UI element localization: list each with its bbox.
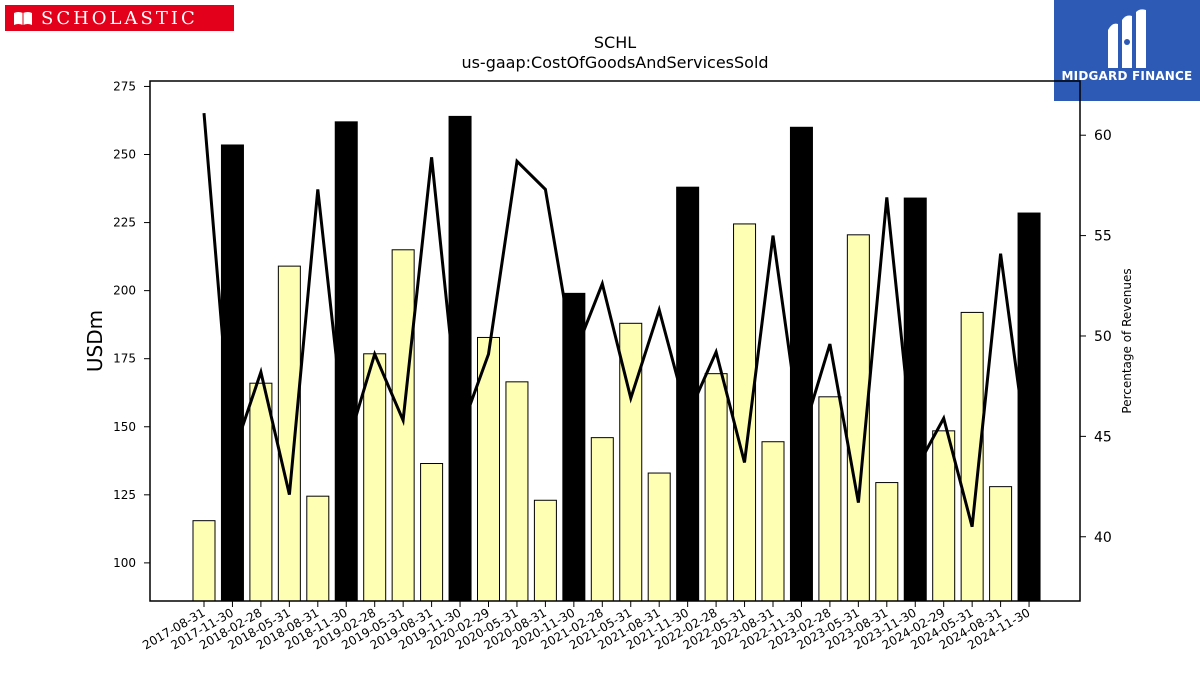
- bar: [420, 463, 444, 602]
- bar: [789, 126, 813, 602]
- bar: [306, 495, 330, 602]
- midgard-mark-icon: [1108, 9, 1146, 69]
- y-tick-label: 250: [113, 148, 136, 162]
- y2-tick-label: 55: [1094, 229, 1112, 245]
- bar: [704, 373, 728, 602]
- y-tick-label: 275: [113, 79, 136, 93]
- y2-axis-label: Percentage of Revenues: [1120, 268, 1134, 413]
- midgard-logo-text: MIDGARD FINANCE: [1061, 69, 1193, 83]
- y2-tick-label: 50: [1094, 329, 1112, 345]
- plot-frame: [149, 80, 1081, 602]
- bar: [676, 186, 700, 602]
- bar: [875, 482, 899, 602]
- bar: [277, 265, 301, 602]
- bar: [647, 472, 671, 602]
- bar: [818, 396, 842, 602]
- chart-subtitle: us-gaap:CostOfGoodsAndServicesSold: [461, 53, 769, 72]
- bar: [761, 441, 785, 602]
- y-tick-label: 100: [113, 556, 136, 570]
- y-tick-label: 175: [113, 352, 136, 366]
- bar: [505, 381, 529, 602]
- y2-tick-label: 40: [1094, 530, 1112, 546]
- y-axis-label: USDm: [83, 310, 107, 372]
- y-tick-label: 200: [113, 284, 136, 298]
- book-icon: [14, 12, 32, 25]
- bar: [192, 520, 216, 602]
- scholastic-logo-text: SCHOLASTIC: [41, 7, 198, 29]
- y2-tick-label: 45: [1094, 429, 1112, 445]
- bar: [391, 249, 415, 602]
- bar: [989, 486, 1013, 602]
- y-tick-label: 150: [113, 420, 136, 434]
- scholastic-logo: SCHOLASTIC: [5, 5, 234, 31]
- chart-title: SCHL: [593, 33, 637, 52]
- bar: [363, 353, 387, 602]
- y2-tick-label: 60: [1094, 128, 1112, 144]
- bar: [249, 382, 273, 602]
- bar: [590, 437, 614, 602]
- bar: [334, 121, 358, 602]
- midgard-finance-logo: MIDGARD FINANCE: [1054, 0, 1200, 101]
- bar: [533, 499, 557, 602]
- series-line: [202, 112, 1031, 528]
- bar: [932, 430, 956, 602]
- y-tick-label: 125: [113, 488, 136, 502]
- y-tick-label: 225: [113, 216, 136, 230]
